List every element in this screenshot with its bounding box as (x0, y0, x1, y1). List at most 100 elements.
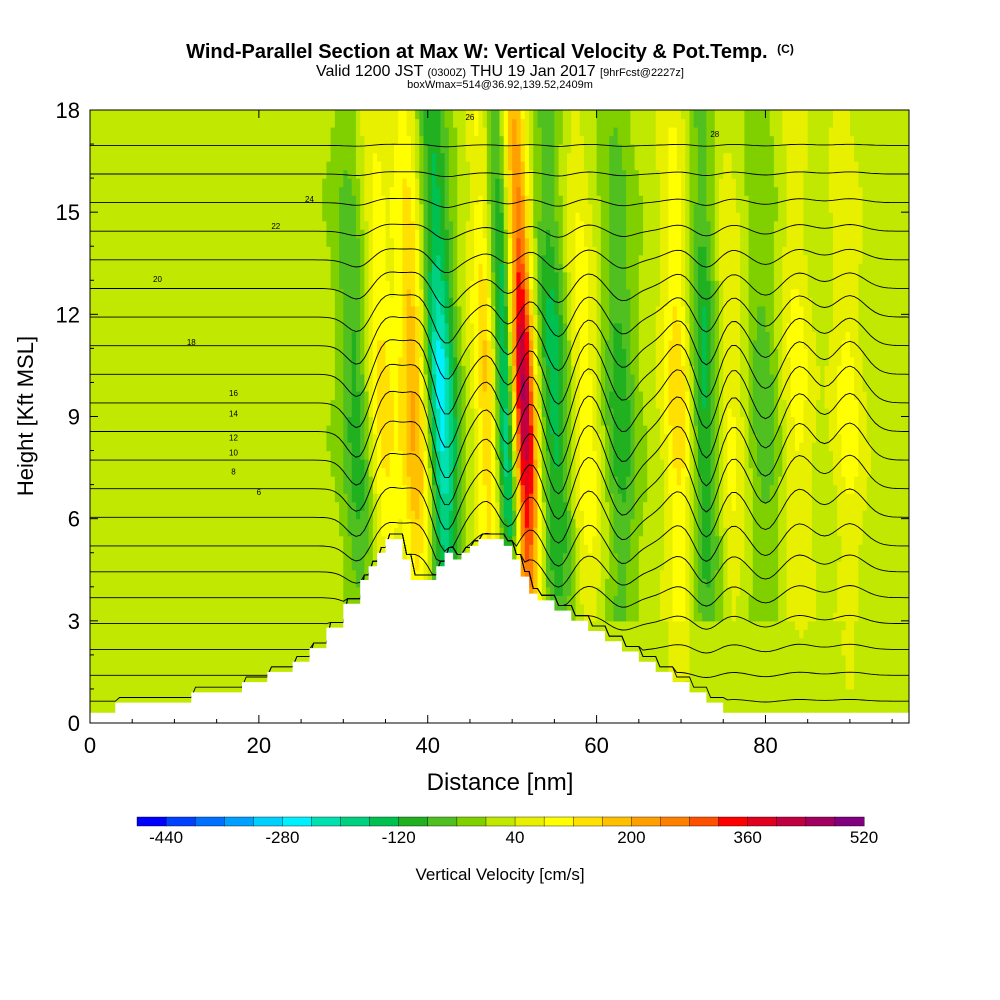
velocity-cell (275, 373, 281, 384)
velocity-cell (94, 297, 100, 307)
velocity-cell (212, 493, 218, 503)
velocity-cell (123, 552, 129, 562)
velocity-cell (267, 297, 273, 307)
velocity-cell (149, 382, 154, 392)
velocity-cell (111, 135, 116, 145)
velocity-cell (347, 331, 353, 341)
velocity-cell (267, 254, 273, 264)
velocity-cell (343, 118, 349, 128)
velocity-cell (165, 271, 171, 281)
velocity-cell (313, 271, 319, 281)
velocity-cell (111, 595, 116, 605)
velocity-cell (115, 680, 121, 690)
velocity-cell (246, 544, 252, 554)
velocity-cell (275, 637, 281, 647)
velocity-cell (296, 629, 302, 639)
velocity-cell (191, 127, 197, 137)
velocity-cell (263, 569, 268, 579)
velocity-cell (334, 612, 340, 622)
velocity-cell (225, 229, 230, 239)
velocity-cell (187, 118, 192, 128)
velocity-cell (195, 476, 201, 486)
velocity-cell (212, 578, 218, 588)
velocity-cell (309, 271, 315, 281)
velocity-cell (372, 220, 378, 230)
velocity-cell (102, 697, 108, 707)
velocity-cell (305, 280, 311, 290)
velocity-cell (372, 544, 378, 554)
velocity-cell (119, 578, 125, 588)
velocity-cell (279, 195, 285, 205)
velocity-cell (170, 365, 176, 375)
velocity-cell (339, 263, 344, 273)
velocity-cell (241, 288, 247, 298)
velocity-cell (182, 144, 188, 154)
velocity-cell (296, 459, 302, 469)
velocity-cell (123, 501, 129, 511)
velocity-cell (271, 399, 277, 409)
velocity-cell (241, 544, 247, 554)
velocity-cell (334, 237, 340, 247)
velocity-cell (161, 152, 167, 162)
velocity-cell (351, 407, 357, 418)
velocity-cell (309, 535, 315, 545)
velocity-cell (309, 399, 315, 409)
velocity-cell (339, 280, 344, 290)
velocity-cell (106, 399, 112, 409)
velocity-cell (98, 646, 104, 656)
velocity-cell (170, 569, 176, 579)
velocity-cell (305, 476, 311, 486)
velocity-cell (111, 212, 116, 222)
velocity-cell (149, 518, 154, 528)
velocity-cell (305, 212, 311, 222)
velocity-cell (174, 135, 180, 145)
velocity-cell (123, 280, 129, 290)
velocity-cell (225, 501, 230, 511)
velocity-cell (288, 110, 294, 120)
velocity-cell (288, 476, 294, 486)
velocity-cell (191, 339, 197, 349)
velocity-cell (182, 697, 188, 707)
velocity-cell (94, 561, 100, 571)
velocity-cell (106, 450, 112, 460)
velocity-cell (161, 697, 167, 707)
velocity-cell (212, 603, 218, 613)
velocity-cell (368, 152, 374, 162)
velocity-cell (165, 467, 171, 477)
velocity-cell (149, 578, 154, 588)
velocity-cell (208, 654, 214, 664)
velocity-cell (157, 450, 163, 460)
velocity-cell (132, 578, 138, 588)
velocity-cell (313, 390, 319, 401)
velocity-cell (225, 127, 230, 137)
velocity-cell (94, 493, 100, 503)
velocity-cell (305, 425, 311, 435)
velocity-cell (351, 595, 357, 605)
velocity-cell (212, 373, 218, 384)
velocity-cell (187, 697, 192, 707)
velocity-cell (330, 246, 336, 256)
velocity-cell (305, 544, 311, 554)
velocity-cell (182, 544, 188, 554)
velocity-cell (174, 178, 180, 188)
velocity-cell (174, 535, 180, 545)
velocity-cell (149, 586, 154, 596)
velocity-cell (339, 186, 344, 196)
velocity-cell (161, 680, 167, 690)
velocity-cell (106, 254, 112, 264)
velocity-cell (258, 110, 264, 120)
velocity-cell (94, 501, 100, 511)
velocity-cell (355, 595, 361, 605)
velocity-cell (132, 671, 138, 682)
velocity-cell (343, 271, 349, 281)
velocity-cell (111, 297, 116, 307)
velocity-cell (241, 305, 247, 315)
velocity-cell (203, 484, 209, 494)
velocity-cell (326, 203, 332, 213)
velocity-cell (330, 501, 336, 511)
velocity-cell (322, 527, 328, 537)
velocity-cell (90, 339, 95, 349)
velocity-cell (246, 637, 252, 647)
velocity-cell (132, 186, 138, 196)
velocity-cell (195, 646, 201, 656)
